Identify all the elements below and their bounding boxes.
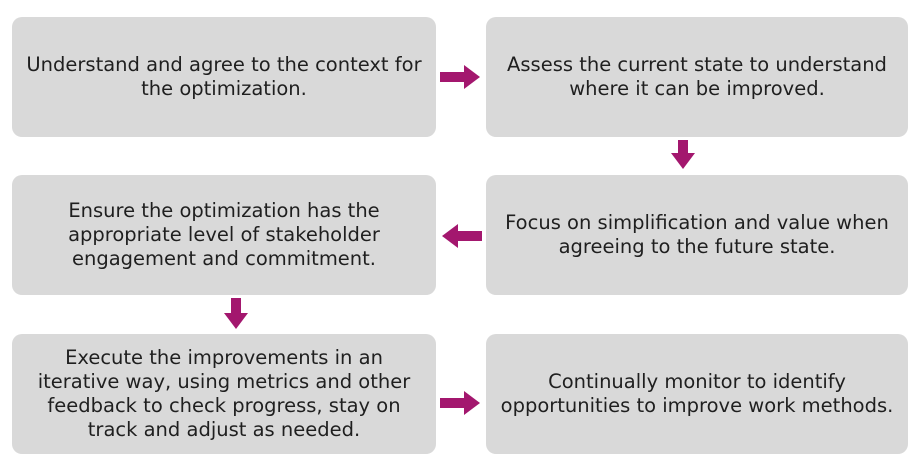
step-2-box: Assess the current state to understand w… [486,17,908,137]
arrow-down-icon-1 [671,140,695,169]
step-6-box: Continually monitor to identify opportun… [486,334,908,454]
arrow-down-icon-2 [224,298,248,329]
arrow-right-icon-2 [440,391,480,415]
step-5-box: Execute the improvements in an iterative… [12,334,436,454]
step-3-text: Focus on simplification and value when a… [505,211,889,258]
step-6-text: Continually monitor to identify opportun… [500,370,894,417]
step-3-box: Focus on simplification and value when a… [486,175,908,295]
step-4-text: Ensure the optimization has the appropri… [68,199,380,270]
arrow-left-icon [442,224,482,248]
step-1-box: Understand and agree to the context for … [12,17,436,137]
step-2-text: Assess the current state to understand w… [507,53,887,100]
step-4-box: Ensure the optimization has the appropri… [12,175,436,295]
arrow-right-icon-1 [440,65,480,89]
step-1-text: Understand and agree to the context for … [26,53,422,100]
step-5-text: Execute the improvements in an iterative… [37,346,411,441]
